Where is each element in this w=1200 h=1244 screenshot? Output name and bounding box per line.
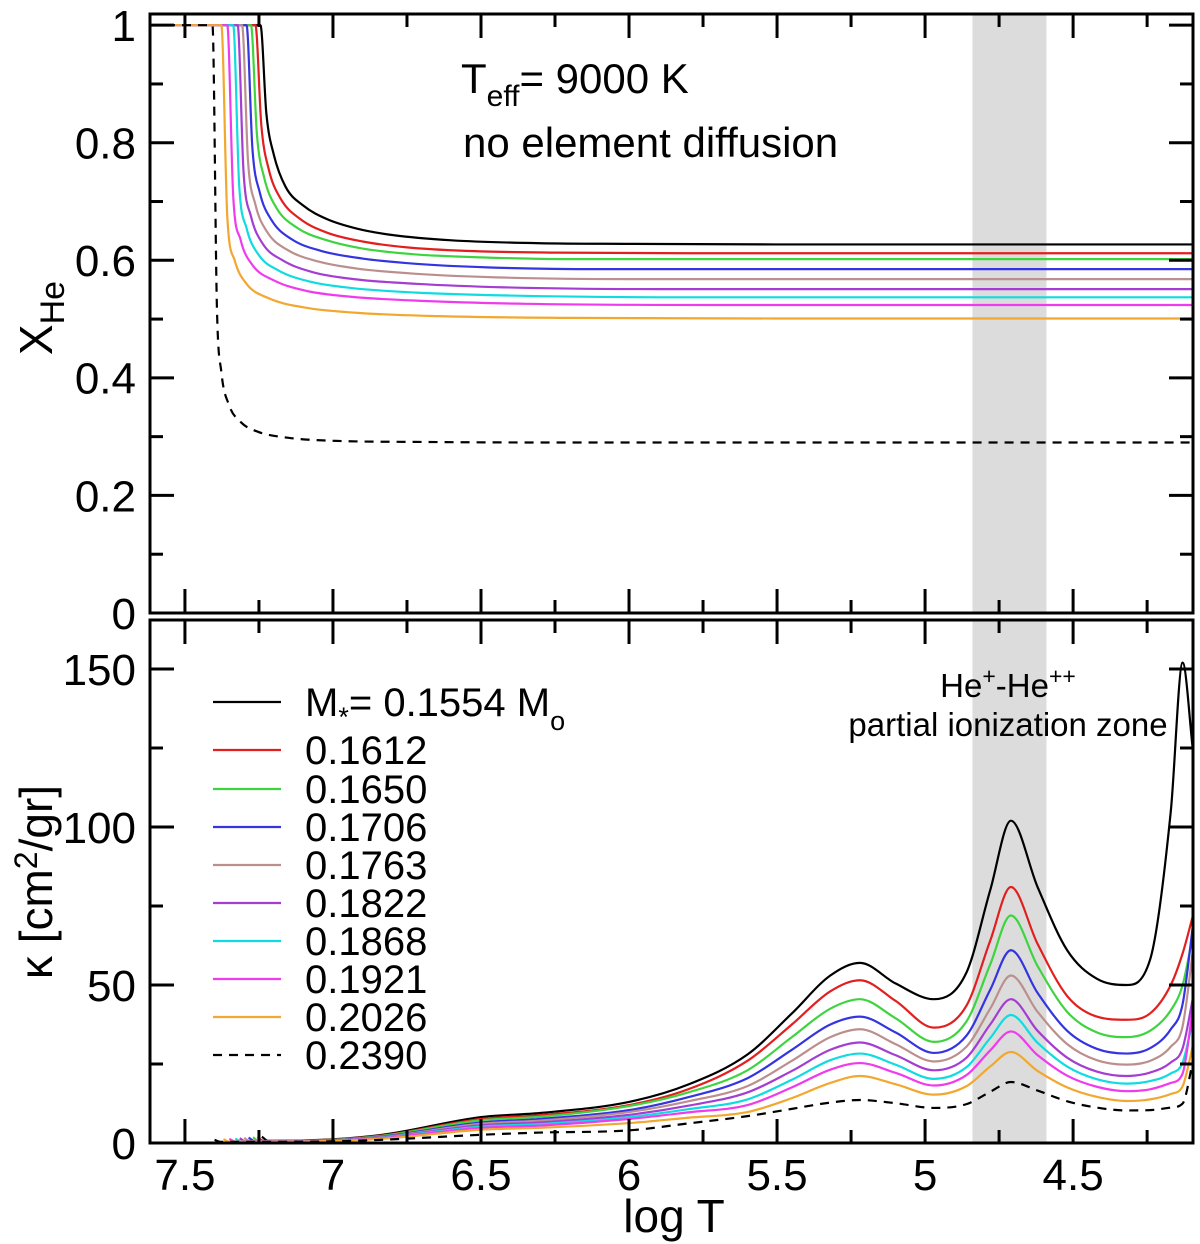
y-tick-label: 0.6 — [75, 237, 136, 286]
series-curve-0.1612-xhe — [150, 24, 1193, 255]
x-tick-label: 6 — [617, 1151, 641, 1200]
series-curve-0.1650-xhe — [150, 24, 1193, 261]
series-curve-0.1650-kappa — [252, 914, 1193, 1143]
series-curve-0.1868-xhe — [150, 24, 1193, 299]
series-curve-0.2390-xhe — [150, 24, 1193, 444]
panel-frame — [148, 12, 1195, 615]
y-tick-label: 0.4 — [75, 355, 136, 404]
series-curve-0.1612-kappa — [256, 885, 1193, 1143]
series-curve-0.1763-xhe — [150, 24, 1193, 281]
y-tick-label: 0 — [112, 590, 136, 639]
legend-layer: M*= 0.1554 Mo0.16120.16500.17060.17630.1… — [213, 681, 565, 1078]
diffusion-annotation: no element diffusion — [463, 119, 838, 166]
ticks-layer — [150, 14, 1193, 1145]
x-tick-label: 7.5 — [154, 1151, 215, 1200]
y-tick-label: 1 — [112, 2, 136, 51]
y-tick-label: 0.2 — [75, 472, 136, 521]
x-tick-label: 4.5 — [1043, 1151, 1104, 1200]
legend-label-0.1921: 0.1921 — [305, 958, 427, 1002]
series-curve-0.1921-xhe — [150, 24, 1193, 307]
x-tick-label: 7 — [321, 1151, 345, 1200]
legend-label-0.2026: 0.2026 — [305, 996, 427, 1040]
ionization-band — [972, 14, 1047, 613]
top-y-axis-title: XHe — [10, 281, 72, 355]
series-curve-0.1921-kappa — [228, 1006, 1193, 1143]
series-curve-0.2026-xhe — [150, 24, 1193, 320]
series-curve-0.1554-kappa — [261, 661, 1193, 1142]
series-curve-0.1706-kappa — [247, 924, 1193, 1143]
teff-annotation: Teff= 9000 K — [461, 55, 689, 113]
ionization-zone-label-line1: He+-He++ — [940, 663, 1076, 704]
panel-frame — [148, 618, 1195, 1145]
annotations-layer: Teff= 9000 K no element diffusion He+-He… — [8, 55, 1168, 1242]
legend-label-0.1706: 0.1706 — [305, 806, 427, 850]
ionization-zone-label-line2: partial ionization zone — [848, 706, 1167, 743]
legend-label-0.1554: M*= 0.1554 Mo — [305, 681, 565, 736]
y-tick-label: 0 — [112, 1120, 136, 1169]
y-tick-label: 0.8 — [75, 120, 136, 169]
bottom-y-axis-title: κ [cm2/gr] — [8, 785, 62, 979]
x-tick-label: 5 — [913, 1151, 937, 1200]
y-tick-label: 100 — [63, 804, 136, 853]
series-curve-0.1763-kappa — [243, 950, 1193, 1143]
x-axis-title: log T — [623, 1190, 724, 1242]
ionization-band-layer — [972, 14, 1047, 1143]
legend-label-0.1650: 0.1650 — [305, 768, 427, 812]
legend-label-0.1822: 0.1822 — [305, 882, 427, 926]
series-curve-0.1554-xhe — [150, 24, 1193, 246]
legend-label-0.2390: 0.2390 — [305, 1034, 427, 1078]
series-curve-0.1822-xhe — [150, 24, 1193, 291]
series-curve-0.1868-kappa — [234, 1013, 1193, 1143]
series-curve-0.1822-kappa — [239, 997, 1193, 1143]
series-curve-0.1706-xhe — [150, 24, 1193, 271]
y-tick-label: 150 — [63, 646, 136, 695]
x-tick-label: 5.5 — [746, 1151, 807, 1200]
axes-frames-layer — [148, 12, 1195, 1145]
curves-layer — [150, 24, 1193, 1143]
series-curve-0.2026-kappa — [222, 1044, 1193, 1143]
y-tick-label: 50 — [87, 962, 136, 1011]
legend-label-0.1868: 0.1868 — [305, 920, 427, 964]
legend-label-0.1763: 0.1763 — [305, 844, 427, 888]
legend-label-0.1612: 0.1612 — [305, 729, 427, 773]
tick-labels-layer: 0 0.2 0.4 0.6 0.8 1 0 50 100 150 7.5 7 6.5 6 5.5 5 4.5 — [63, 2, 1104, 1200]
x-tick-label: 6.5 — [450, 1151, 511, 1200]
